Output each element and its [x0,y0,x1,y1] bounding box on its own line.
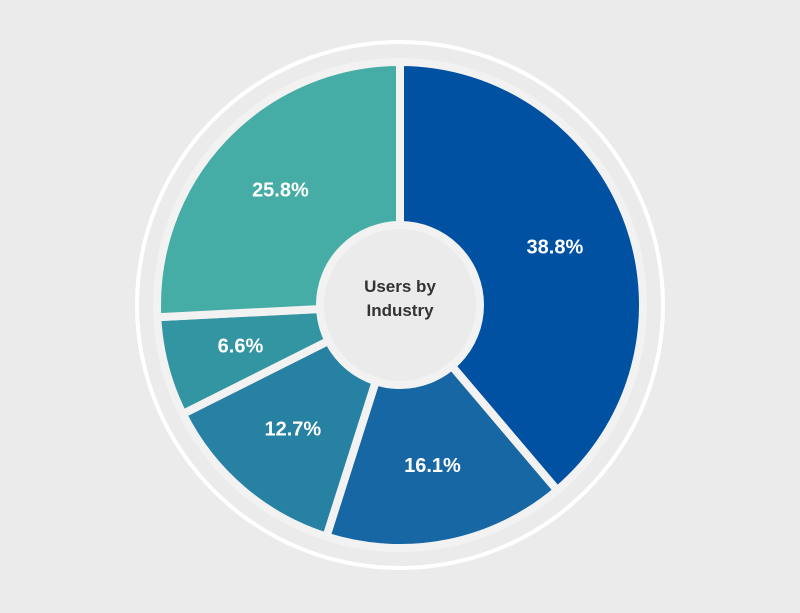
slice [396,57,647,496]
chart-title: Users by Industry [364,277,436,320]
center-hole [316,221,484,389]
data-label: 16.1% [404,455,461,477]
data-label: 38.8% [527,236,584,258]
data-label: 6.6% [218,335,264,357]
data-label: 12.7% [264,419,321,441]
data-label: 25.8% [252,180,309,202]
